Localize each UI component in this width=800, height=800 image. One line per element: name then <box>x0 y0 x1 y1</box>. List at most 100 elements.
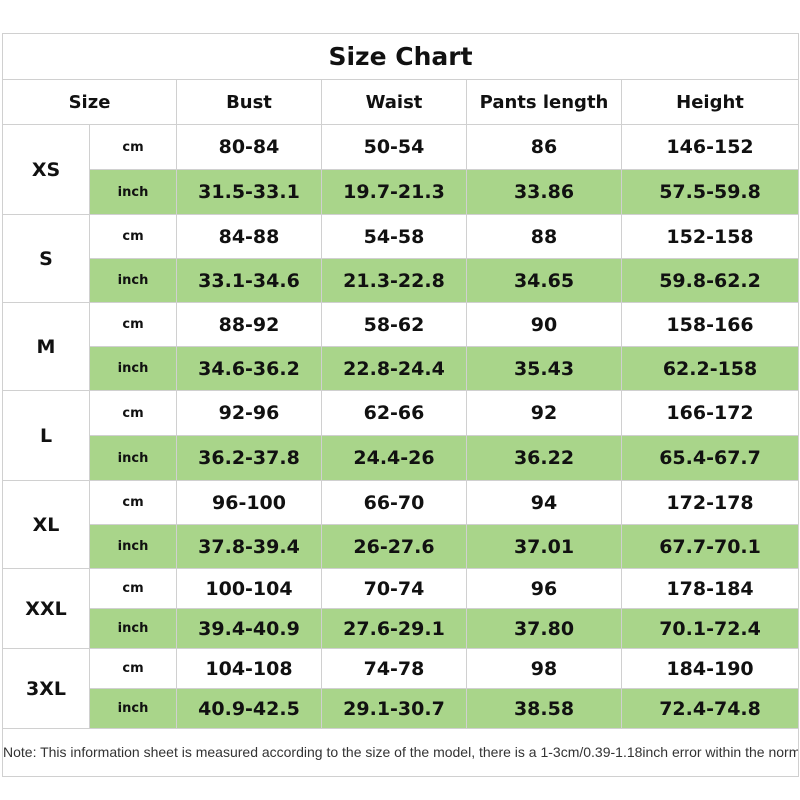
height-value: 184-190 <box>620 648 800 689</box>
unit-label: cm <box>89 214 177 259</box>
waist-value: 26-27.6 <box>321 524 467 569</box>
height-value: 65.4-67.7 <box>620 435 800 481</box>
waist-value: 29.1-30.7 <box>321 688 467 729</box>
waist-value: 21.3-22.8 <box>321 258 467 303</box>
bust-value: 39.4-40.9 <box>176 608 322 649</box>
unit-label: inch <box>89 608 177 649</box>
unit-label: inch <box>89 169 177 215</box>
table-row: M cm 88-92 58-62 90 158-166 <box>2 302 800 391</box>
bust-value: 33.1-34.6 <box>176 258 322 303</box>
header-pants-length: Pants length <box>466 79 622 125</box>
pants-length-value: 90 <box>466 302 622 347</box>
waist-value: 50-54 <box>321 124 467 170</box>
waist-value: 62-66 <box>321 390 467 436</box>
size-label: L <box>2 390 90 481</box>
pants-length-value: 36.22 <box>466 435 622 481</box>
bust-value: 37.8-39.4 <box>176 524 322 569</box>
pants-length-value: 37.01 <box>466 524 622 569</box>
table-row: XL cm 96-100 66-70 94 172-178 <box>2 480 800 569</box>
size-label: XXL <box>2 568 90 649</box>
bust-value: 36.2-37.8 <box>176 435 322 481</box>
unit-label: cm <box>89 568 177 609</box>
size-label: M <box>2 302 90 391</box>
waist-value: 24.4-26 <box>321 435 467 481</box>
size-label: XS <box>2 124 90 215</box>
bust-value: 40.9-42.5 <box>176 688 322 729</box>
table-row: 3XL cm 104-108 74-78 98 184-190 <box>2 648 800 729</box>
waist-value: 54-58 <box>321 214 467 259</box>
pants-length-value: 86 <box>466 124 622 170</box>
size-chart-table: Size Chart Size Bust Waist Pants length … <box>1 33 800 777</box>
table-row: inch 36.2-37.8 24.4-26 36.22 65.4-67.7 <box>3 435 800 481</box>
table-row: inch 37.8-39.4 26-27.6 37.01 67.7-70.1 <box>3 524 800 569</box>
pants-length-value: 94 <box>466 480 622 525</box>
height-value: 152-158 <box>620 214 800 259</box>
header-row: Size Bust Waist Pants length Height <box>2 79 800 125</box>
header-size: Size <box>2 79 177 125</box>
table-row: inch 39.4-40.9 27.6-29.1 37.80 70.1-72.4 <box>3 608 800 649</box>
bust-value: 96-100 <box>176 480 322 525</box>
height-value: 72.4-74.8 <box>620 688 800 729</box>
waist-value: 27.6-29.1 <box>321 608 467 649</box>
table-row: XXL cm 100-104 70-74 96 178-184 <box>2 568 800 649</box>
waist-value: 58-62 <box>321 302 467 347</box>
height-value: 70.1-72.4 <box>620 608 800 649</box>
unit-label: inch <box>89 258 177 303</box>
pants-length-value: 37.80 <box>466 608 622 649</box>
height-value: 172-178 <box>620 480 800 525</box>
table-row: S cm 84-88 54-58 88 152-158 <box>2 214 800 303</box>
unit-label: inch <box>89 688 177 729</box>
pants-length-value: 33.86 <box>466 169 622 215</box>
height-value: 146-152 <box>620 124 800 170</box>
unit-label: cm <box>89 648 177 689</box>
waist-value: 66-70 <box>321 480 467 525</box>
unit-label: cm <box>89 302 177 347</box>
size-label: 3XL <box>2 648 90 729</box>
height-value: 166-172 <box>620 390 800 436</box>
pants-length-value: 96 <box>466 568 622 609</box>
height-value: 57.5-59.8 <box>620 169 800 215</box>
table-row: inch 40.9-42.5 29.1-30.7 38.58 72.4-74.8 <box>3 688 800 729</box>
height-value: 67.7-70.1 <box>620 524 800 569</box>
chart-title: Size Chart <box>1 33 800 80</box>
table-row: L cm 92-96 62-66 92 166-172 <box>2 390 800 481</box>
bust-value: 92-96 <box>176 390 322 436</box>
waist-value: 22.8-24.4 <box>321 346 467 391</box>
pants-length-value: 88 <box>466 214 622 259</box>
unit-label: inch <box>89 346 177 391</box>
unit-label: inch <box>89 524 177 569</box>
size-label: S <box>2 214 90 303</box>
bust-value: 80-84 <box>176 124 322 170</box>
bust-value: 84-88 <box>176 214 322 259</box>
pants-length-value: 35.43 <box>466 346 622 391</box>
waist-value: 70-74 <box>321 568 467 609</box>
pants-length-value: 34.65 <box>466 258 622 303</box>
table-row: inch 34.6-36.2 22.8-24.4 35.43 62.2-158 <box>3 346 800 391</box>
size-label: XL <box>2 480 90 569</box>
height-value: 62.2-158 <box>620 346 800 391</box>
bust-value: 34.6-36.2 <box>176 346 322 391</box>
measurement-note: Note: This information sheet is measured… <box>1 728 800 777</box>
bust-value: 88-92 <box>176 302 322 347</box>
bust-value: 104-108 <box>176 648 322 689</box>
waist-value: 19.7-21.3 <box>321 169 467 215</box>
height-value: 178-184 <box>620 568 800 609</box>
unit-label: cm <box>89 390 177 436</box>
table-row: inch 31.5-33.1 19.7-21.3 33.86 57.5-59.8 <box>3 169 800 215</box>
waist-value: 74-78 <box>321 648 467 689</box>
unit-label: inch <box>89 435 177 481</box>
pants-length-value: 38.58 <box>466 688 622 729</box>
table-row: inch 33.1-34.6 21.3-22.8 34.65 59.8-62.2 <box>3 258 800 303</box>
height-value: 59.8-62.2 <box>620 258 800 303</box>
height-value: 158-166 <box>620 302 800 347</box>
table-row: XS cm 80-84 50-54 86 146-152 <box>2 124 800 215</box>
pants-length-value: 92 <box>466 390 622 436</box>
header-height: Height <box>620 79 800 125</box>
header-bust: Bust <box>176 79 322 125</box>
bust-value: 100-104 <box>176 568 322 609</box>
unit-label: cm <box>89 124 177 170</box>
unit-label: cm <box>89 480 177 525</box>
bust-value: 31.5-33.1 <box>176 169 322 215</box>
pants-length-value: 98 <box>466 648 622 689</box>
header-waist: Waist <box>321 79 467 125</box>
